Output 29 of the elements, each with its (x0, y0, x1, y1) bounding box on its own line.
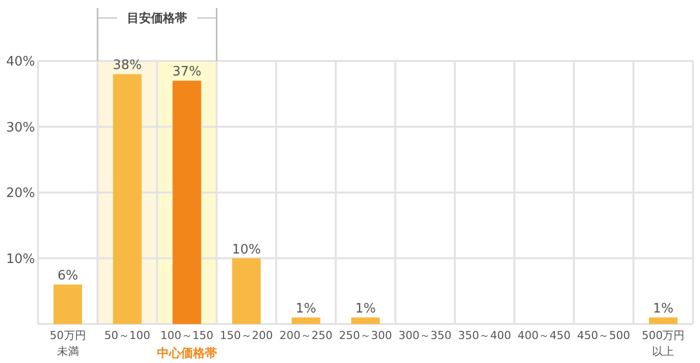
bar (292, 317, 320, 324)
x-tick-label: 450～500 (577, 329, 630, 342)
x-tick-label: 250～300 (339, 329, 392, 342)
band-label: 目安価格帯 (127, 11, 188, 26)
y-tick-label: 10% (6, 252, 35, 267)
data-label: 6% (57, 268, 78, 284)
x-tick-label: 500万円以上 (642, 329, 685, 358)
bar (232, 258, 261, 324)
data-label: 1% (652, 301, 674, 316)
y-tick-label: 20% (6, 186, 35, 202)
data-label: 37% (172, 64, 202, 80)
data-label: 10% (232, 242, 261, 258)
data-label: 1% (355, 301, 376, 316)
bar (351, 317, 380, 324)
x-tick-label: 100～150 (160, 329, 214, 342)
x-tick-label: 50万円未満 (50, 329, 86, 358)
x-tick-label: 350～400 (458, 329, 512, 342)
y-tick-label: 40% (6, 54, 35, 70)
band-label: 中心価格帯 (156, 346, 217, 360)
x-tick-label: 150～200 (220, 329, 273, 342)
data-label: 38% (112, 58, 142, 74)
x-tick-label: 300～350 (398, 329, 452, 342)
y-tick-label: 30% (6, 120, 35, 136)
bar (648, 317, 678, 324)
x-tick-label: 400～450 (518, 329, 571, 342)
x-tick-label: 200～250 (279, 329, 332, 342)
data-label: 1% (296, 301, 316, 316)
x-tick-label: 50～100 (104, 329, 150, 342)
bar (53, 284, 82, 324)
